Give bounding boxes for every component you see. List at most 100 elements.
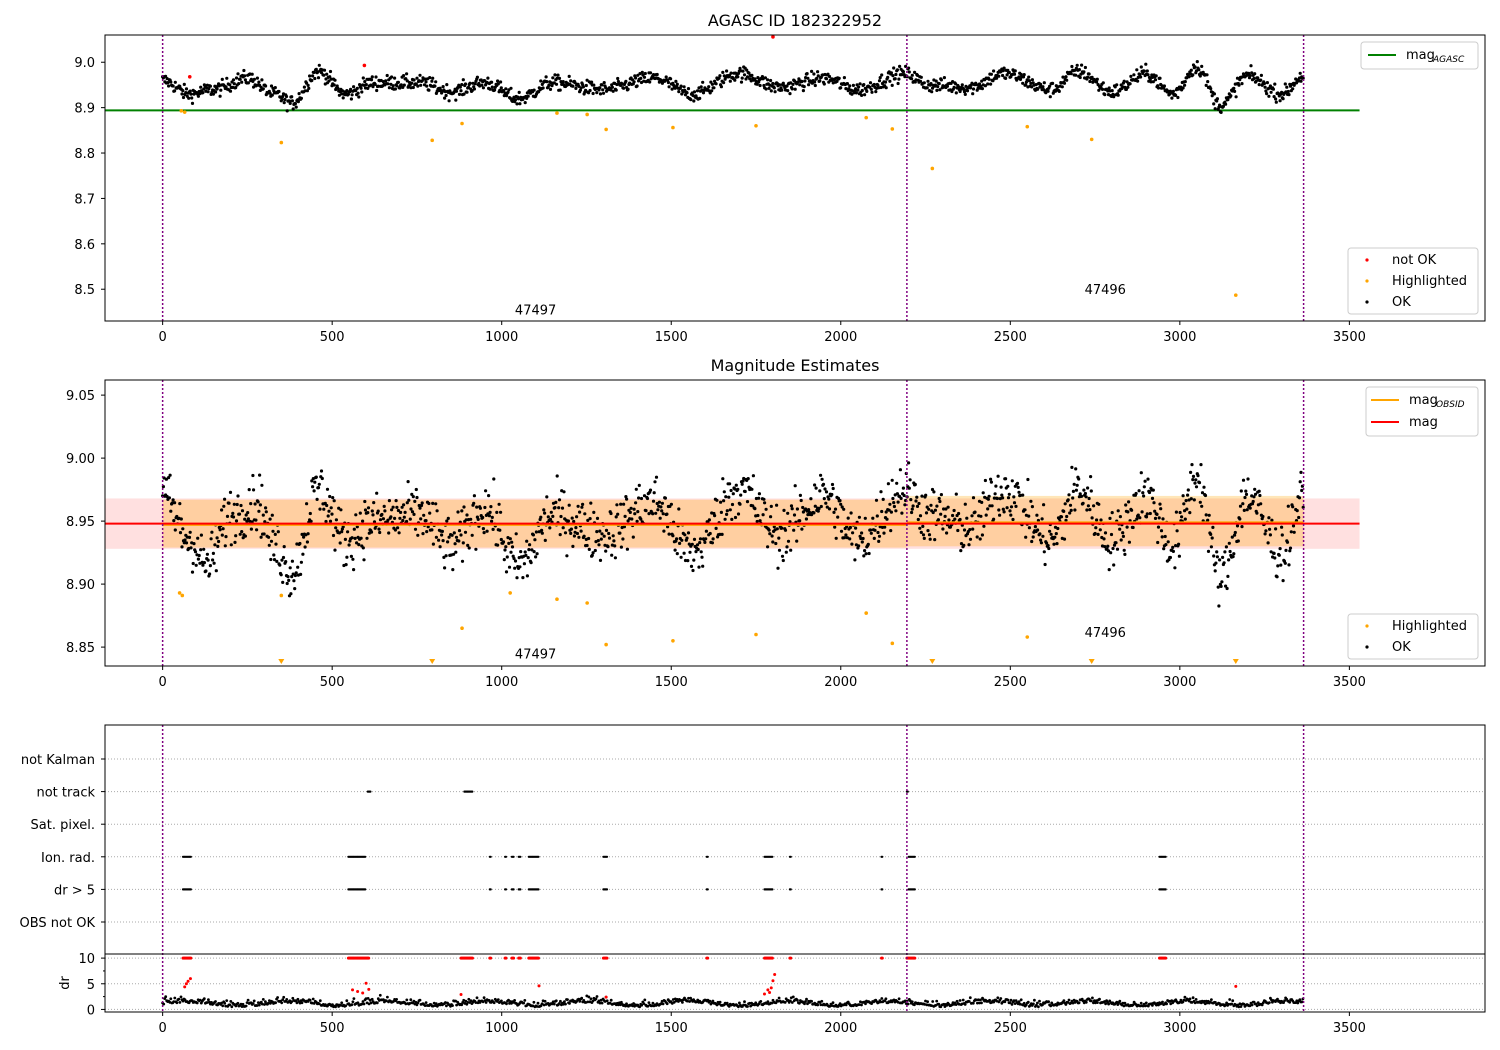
ok-point xyxy=(623,514,627,519)
ok-point xyxy=(558,88,562,92)
ok-point xyxy=(467,546,471,550)
ok-point xyxy=(401,518,405,523)
ok-point xyxy=(624,495,628,499)
ok-point xyxy=(496,82,500,86)
ok-point xyxy=(1150,73,1154,77)
dr-point xyxy=(1019,998,1023,1002)
ok-point xyxy=(233,540,237,545)
ok-point xyxy=(281,555,286,560)
dr-red-point xyxy=(605,956,609,960)
ok-point xyxy=(654,475,659,479)
dr-red-point xyxy=(188,977,192,981)
ok-point xyxy=(618,531,622,535)
ok-point xyxy=(1101,81,1105,85)
ok-point xyxy=(1272,551,1276,556)
dr-point xyxy=(1255,1004,1259,1008)
ok-point xyxy=(889,71,894,75)
ok-point xyxy=(664,75,668,79)
dr-point xyxy=(169,997,173,1001)
ok-point xyxy=(719,500,723,504)
flag-point xyxy=(706,888,709,891)
dr-red-point xyxy=(880,956,884,960)
dr-point xyxy=(261,998,265,1001)
dr-point xyxy=(603,1000,607,1003)
dr-frame xyxy=(104,953,1486,1013)
ok-point xyxy=(1000,493,1004,497)
ok-point xyxy=(699,550,703,554)
dr-point xyxy=(175,1001,179,1005)
ok-point xyxy=(1206,549,1211,554)
ok-point xyxy=(396,508,400,513)
ok-point xyxy=(311,74,315,78)
ok-point xyxy=(1053,535,1057,539)
ok-point xyxy=(838,499,842,503)
ok-point xyxy=(444,93,448,98)
ok-point xyxy=(1206,518,1210,522)
ok-point xyxy=(789,504,794,508)
ok-point xyxy=(647,511,651,516)
dr-point xyxy=(522,1001,526,1005)
ok-point xyxy=(622,525,627,529)
ok-point xyxy=(1080,63,1084,67)
ok-point xyxy=(692,537,697,542)
ok-point xyxy=(241,536,245,540)
ok-point xyxy=(935,88,939,92)
ok-point xyxy=(534,555,538,559)
dr-point xyxy=(766,1000,770,1004)
dr-point xyxy=(967,1000,971,1003)
ok-point xyxy=(384,79,388,83)
ok-point xyxy=(1051,81,1055,85)
ok-point xyxy=(357,543,361,547)
dr-point xyxy=(977,998,980,1002)
ok-point xyxy=(485,529,489,533)
ok-point xyxy=(358,511,362,515)
ok-point xyxy=(420,501,424,505)
dr-point xyxy=(1296,1001,1300,1005)
ok-point xyxy=(1295,509,1299,513)
dr-point xyxy=(688,1000,691,1003)
ok-point xyxy=(483,505,487,510)
ok-point xyxy=(219,88,223,92)
ok-point xyxy=(1087,72,1091,76)
ok-point xyxy=(721,70,725,74)
ok-point xyxy=(289,592,293,596)
ok-point xyxy=(824,77,829,81)
ok-point xyxy=(1140,510,1144,514)
ok-point xyxy=(398,516,402,520)
ok-point xyxy=(844,87,848,91)
ok-point xyxy=(817,506,821,511)
ok-point xyxy=(1205,73,1209,77)
dr-red-point xyxy=(604,995,608,999)
ok-point xyxy=(1035,513,1039,517)
ok-point xyxy=(430,79,434,83)
ok-point xyxy=(333,548,337,552)
ok-point xyxy=(1071,489,1075,493)
dr-point xyxy=(252,999,256,1003)
dr-point xyxy=(1256,1001,1260,1004)
dr-point xyxy=(749,1004,752,1008)
ok-point xyxy=(860,88,864,93)
ok-point xyxy=(1030,539,1034,544)
ok-point xyxy=(1054,532,1058,536)
ok-point xyxy=(314,67,318,71)
ok-point xyxy=(884,86,888,90)
ok-point xyxy=(965,89,970,93)
ok-point xyxy=(631,535,635,539)
ok-point xyxy=(862,554,866,558)
dr-point xyxy=(650,1004,654,1008)
dr-red-point xyxy=(766,988,770,992)
ok-point xyxy=(1209,545,1213,549)
ok-point xyxy=(833,525,837,529)
ok-point xyxy=(591,551,595,555)
ok-point xyxy=(701,80,705,84)
dr-point xyxy=(257,1003,261,1007)
y-tick-label: 9.05 xyxy=(66,389,95,404)
ok-point xyxy=(407,498,411,502)
ok-point xyxy=(517,90,521,94)
ok-point xyxy=(454,550,458,554)
dr-point xyxy=(1151,1004,1154,1007)
ok-point xyxy=(887,508,891,512)
ok-point xyxy=(922,536,926,541)
ok-point xyxy=(818,489,822,493)
x-tick-label: 1500 xyxy=(655,1021,688,1036)
